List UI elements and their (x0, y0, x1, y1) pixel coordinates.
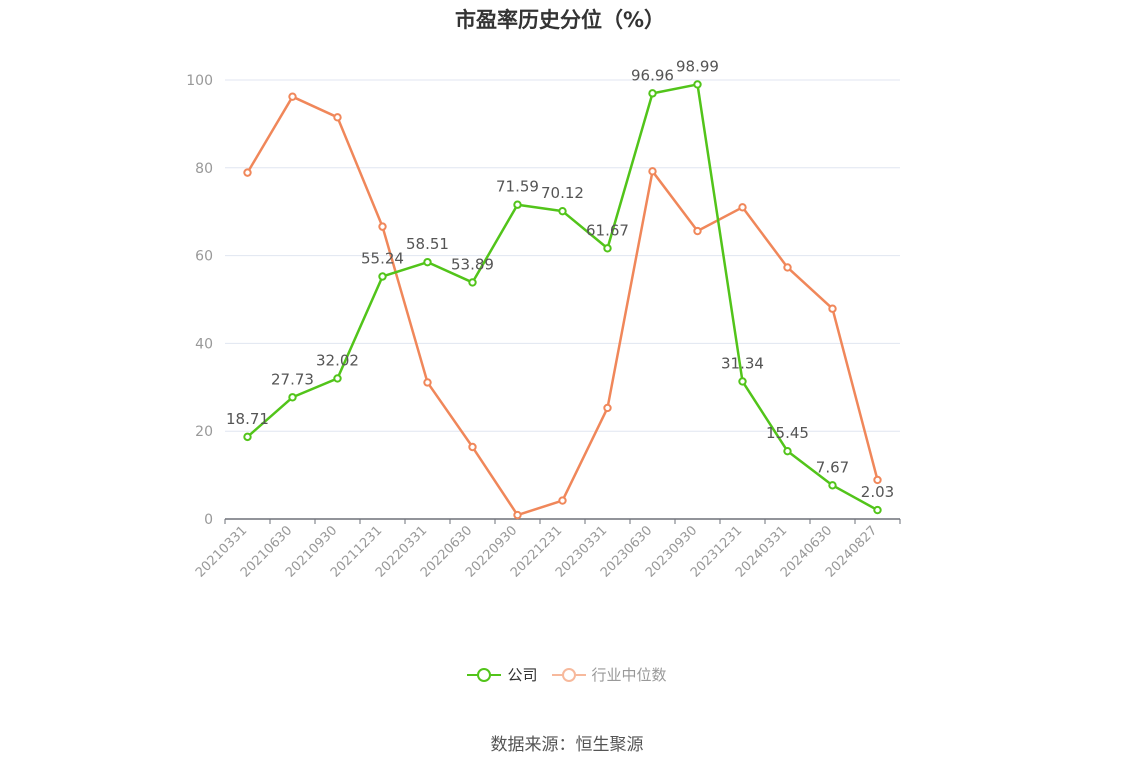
y-tick-label-40: 40 (195, 336, 213, 352)
data-label-13: 7.67 (816, 458, 849, 476)
data-label-6: 71.59 (496, 178, 539, 196)
data-label-4: 58.51 (406, 235, 449, 253)
series-0-point-1 (288, 393, 297, 402)
series-0-point-4 (423, 257, 432, 267)
series-0-point-13 (828, 481, 837, 490)
data-label-14: 2.03 (861, 483, 894, 501)
y-tick-label-20: 20 (195, 424, 213, 440)
series-0-point-5 (468, 278, 477, 287)
series-layer (243, 80, 882, 520)
series-1-point-3 (378, 222, 387, 231)
source-note: 数据来源：恒生聚源 (490, 735, 644, 755)
series-1-point-11 (738, 203, 747, 212)
data-label-9: 96.96 (631, 66, 674, 84)
series-1-point-12 (783, 263, 792, 272)
series-0-point-2 (333, 374, 342, 383)
legend-company-label: 公司 (507, 666, 538, 684)
series-1-point-6 (513, 510, 522, 520)
series-0-point-10 (693, 80, 702, 89)
series-line-0 (246, 83, 879, 512)
series-0-point-3 (378, 272, 387, 281)
legend: 公司 行业中位数 (0, 664, 1134, 685)
legend-industry-swatch-icon (551, 667, 586, 682)
legend-industry-label: 行业中位数 (591, 666, 667, 684)
series-0-point-9 (648, 89, 657, 98)
series-1-point-10 (693, 226, 702, 236)
legend-company-swatch-icon (467, 667, 502, 682)
data-label-10: 98.99 (676, 57, 719, 75)
y-tick-label-80: 80 (195, 161, 213, 177)
chart-title: 市盈率历史分位（%） (454, 8, 666, 32)
series-0-point-12 (783, 446, 792, 456)
series-0-point-11 (738, 377, 747, 386)
series-1-point-9 (648, 167, 657, 176)
series-1-point-0 (243, 168, 252, 177)
data-label-11: 31.34 (721, 354, 764, 372)
series-1-point-5 (468, 442, 477, 452)
axis-layer: 0204060801002021033120210630202109302021… (186, 73, 901, 581)
series-0-point-14 (873, 505, 882, 515)
legend-item-industry-median[interactable]: 行业中位数 (551, 664, 667, 685)
y-tick-label-60: 60 (195, 249, 213, 265)
series-1-point-2 (333, 113, 342, 122)
data-label-3: 55.24 (361, 249, 404, 267)
legend-item-company[interactable]: 公司 (467, 664, 538, 685)
data-label-5: 53.89 (451, 255, 494, 273)
series-0-point-8 (603, 244, 612, 253)
data-label-8: 61.67 (586, 221, 629, 239)
series-line-1 (246, 95, 879, 517)
y-tick-label-100: 100 (186, 73, 213, 89)
y-tick-label-0: 0 (204, 512, 213, 528)
series-1-point-4 (423, 378, 432, 387)
series-0-point-0 (243, 432, 252, 442)
series-1-point-7 (558, 496, 567, 505)
series-0-point-6 (513, 200, 522, 209)
series-0-point-7 (558, 206, 567, 216)
series-1-point-8 (603, 403, 612, 413)
grid-layer (225, 79, 900, 432)
data-label-12: 15.45 (766, 424, 809, 442)
data-label-2: 32.02 (316, 351, 359, 369)
series-1-point-14 (873, 475, 882, 485)
data-label-0: 18.71 (226, 410, 269, 428)
data-label-7: 70.12 (541, 184, 584, 202)
series-1-point-1 (288, 92, 297, 101)
line-chart: 0204060801002021033120210630202109302021… (186, 57, 901, 581)
data-label-1: 27.73 (271, 370, 314, 388)
series-1-point-13 (828, 304, 837, 313)
